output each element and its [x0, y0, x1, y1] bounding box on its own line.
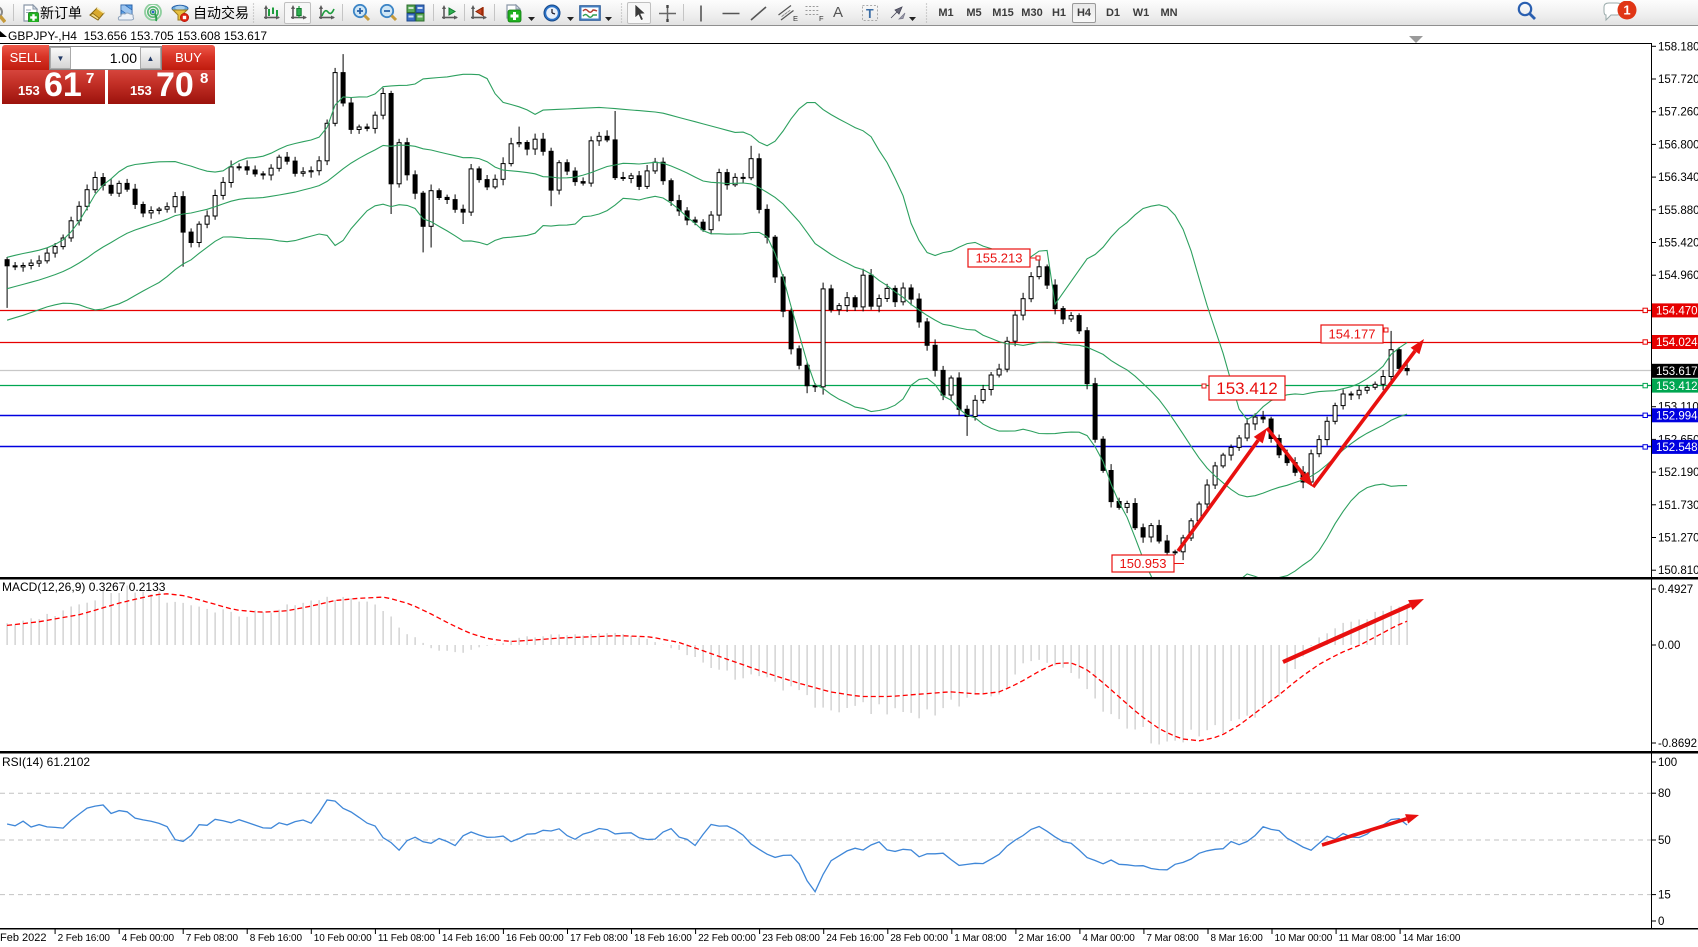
- svg-text:7 Feb 08:00: 7 Feb 08:00: [186, 933, 239, 944]
- svg-text:153.617: 153.617: [1656, 366, 1698, 378]
- svg-text:11 Feb 08:00: 11 Feb 08:00: [378, 933, 436, 944]
- svg-text:1: 1: [1623, 3, 1630, 18]
- svg-text:151.730: 151.730: [1658, 500, 1698, 512]
- svg-text:100: 100: [1658, 757, 1677, 769]
- svg-text:F: F: [819, 14, 824, 22]
- svg-text:80: 80: [1658, 788, 1671, 800]
- svg-text:155.420: 155.420: [1658, 238, 1698, 250]
- svg-text:8 Mar 16:00: 8 Mar 16:00: [1211, 933, 1264, 944]
- svg-text:154.024: 154.024: [1656, 337, 1698, 349]
- svg-text:152.190: 152.190: [1658, 467, 1698, 479]
- svg-text:11 Mar 08:00: 11 Mar 08:00: [1339, 933, 1397, 944]
- svg-text:157.260: 157.260: [1658, 107, 1698, 119]
- svg-text:152.548: 152.548: [1656, 442, 1698, 454]
- svg-text:156.800: 156.800: [1658, 139, 1698, 151]
- svg-text:154.960: 154.960: [1658, 270, 1698, 282]
- svg-text:24 Feb 16:00: 24 Feb 16:00: [826, 933, 884, 944]
- svg-text:156.340: 156.340: [1658, 172, 1698, 184]
- svg-text:4 Feb 00:00: 4 Feb 00:00: [122, 933, 175, 944]
- svg-text:7 Mar 08:00: 7 Mar 08:00: [1146, 933, 1199, 944]
- svg-text:8 Feb 16:00: 8 Feb 16:00: [250, 933, 303, 944]
- svg-text:151.270: 151.270: [1658, 533, 1698, 545]
- svg-text:15: 15: [1658, 890, 1671, 902]
- svg-text:152.994: 152.994: [1656, 411, 1698, 423]
- svg-text:17 Feb 08:00: 17 Feb 08:00: [570, 933, 628, 944]
- svg-text:2 Mar 16:00: 2 Mar 16:00: [1018, 933, 1071, 944]
- svg-text:16 Feb 00:00: 16 Feb 00:00: [506, 933, 564, 944]
- svg-text:10 Mar 00:00: 10 Mar 00:00: [1275, 933, 1333, 944]
- svg-text:150.953: 150.953: [1120, 556, 1167, 571]
- svg-text:23 Feb 08:00: 23 Feb 08:00: [762, 933, 820, 944]
- svg-text:154.470: 154.470: [1656, 306, 1698, 318]
- svg-text:T: T: [866, 7, 874, 21]
- svg-text:154.177: 154.177: [1329, 327, 1376, 342]
- svg-text:28 Feb 00:00: 28 Feb 00:00: [890, 933, 948, 944]
- svg-text:153.412: 153.412: [1656, 381, 1698, 393]
- svg-text:14 Feb 16:00: 14 Feb 16:00: [442, 933, 500, 944]
- svg-text:2 Feb 16:00: 2 Feb 16:00: [58, 933, 111, 944]
- svg-text:22 Feb 00:00: 22 Feb 00:00: [698, 933, 756, 944]
- svg-text:0.4927: 0.4927: [1658, 584, 1693, 596]
- svg-text:14 Mar 16:00: 14 Mar 16:00: [1403, 933, 1461, 944]
- svg-text:10 Feb 00:00: 10 Feb 00:00: [314, 933, 372, 944]
- svg-text:158.180: 158.180: [1658, 41, 1698, 53]
- svg-text:150.810: 150.810: [1658, 565, 1698, 577]
- svg-text:0.00: 0.00: [1658, 640, 1680, 652]
- svg-text:18 Feb 16:00: 18 Feb 16:00: [634, 933, 692, 944]
- svg-text:MACD(12,26,9) 0.3267 0.2133: MACD(12,26,9) 0.3267 0.2133: [2, 580, 166, 594]
- svg-text:153.412: 153.412: [1216, 379, 1277, 398]
- svg-text:0: 0: [1658, 916, 1664, 928]
- svg-text:Feb 2022: Feb 2022: [0, 932, 46, 944]
- svg-text:155.880: 155.880: [1658, 205, 1698, 217]
- svg-text:50: 50: [1658, 835, 1671, 847]
- svg-text:1 Mar 08:00: 1 Mar 08:00: [954, 933, 1007, 944]
- svg-text:E: E: [793, 14, 798, 22]
- svg-text:-0.8692: -0.8692: [1658, 738, 1697, 750]
- svg-text:155.213: 155.213: [976, 251, 1023, 266]
- svg-text:4 Mar 00:00: 4 Mar 00:00: [1082, 933, 1135, 944]
- svg-text:RSI(14) 61.2102: RSI(14) 61.2102: [2, 755, 90, 769]
- svg-text:157.720: 157.720: [1658, 74, 1698, 86]
